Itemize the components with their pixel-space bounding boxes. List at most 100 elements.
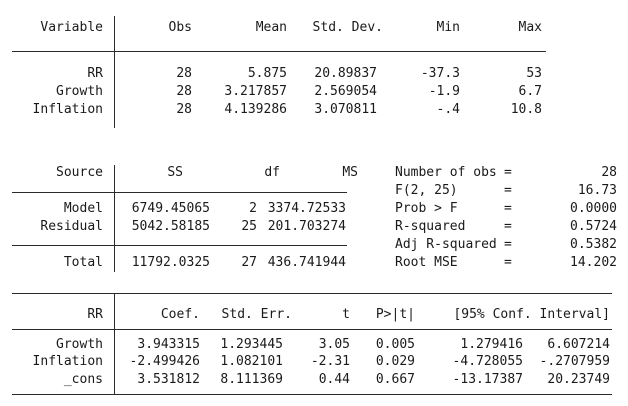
stat-label: Adj R-squared [395,237,497,252]
summary-row-max: 53 [526,66,542,81]
anova-row-ms: 201.703274 [267,219,346,234]
table-row: RR 28 5.875 20.89837 -37.3 53 [0,65,628,83]
summary-row-obs: 28 [176,102,192,117]
anova-row-ss: 5042.58185 [131,219,210,234]
stat-label: F(2, 25) [395,183,458,198]
summary-row-min: -1.9 [428,84,460,99]
regression-row-coef: -2.499426 [129,354,200,369]
summary-row-mean: 5.875 [247,66,287,81]
regression-row-ci-low: 1.279416 [460,337,523,352]
regression-vertical-rule [114,293,115,394]
summary-row-std-dev: 3.070811 [314,102,377,117]
regression-header-row: RR Coef. Std. Err. t P>|t| [95% Conf. In… [0,306,628,324]
anova-header-rule [12,192,347,193]
equals-sign: = [504,165,512,180]
stat-row: Adj R-squared = 0.5382 [0,236,628,254]
regression-row-variable: Growth [56,337,103,352]
summary-row-min: -37.3 [420,66,460,81]
anova-header-source: Source [56,165,103,180]
anova-total-source: Total [63,255,103,270]
stat-label: Prob > F [395,201,458,216]
stat-value: 16.73 [577,183,617,198]
table-row: Inflation 28 4.139286 3.070811 -.4 10.8 [0,101,628,119]
regression-header-p: P>|t| [375,307,415,322]
stat-value: 0.0000 [570,201,617,216]
regression-row-std-err: 1.082101 [220,354,283,369]
regression-row-std-err: 8.111369 [220,372,283,387]
regression-row-t: -2.31 [310,354,350,369]
regression-bottom-rule [12,394,612,395]
equals-sign: = [504,183,512,198]
regression-row-t: 3.05 [318,337,350,352]
equals-sign: = [504,219,512,234]
summary-row-variable: Growth [56,84,103,99]
stat-value: 0.5382 [570,237,617,252]
summary-row-max: 6.7 [518,84,542,99]
regression-row-coef: 3.531812 [137,372,200,387]
anova-row-df: 2 [249,201,257,216]
anova-row-source: Residual [40,219,103,234]
stat-value: 28 [601,165,617,180]
anova-header-df: df [264,165,280,180]
table-row: Growth 28 3.217857 2.569054 -1.9 6.7 [0,83,628,101]
regression-row-ci-low: -13.17387 [452,372,523,387]
summary-row-mean: 4.139286 [224,102,287,117]
regression-header-rule [12,329,612,330]
summary-header-max: Max [518,20,542,35]
anova-row-df: 25 [241,219,257,234]
summary-row-std-dev: 20.89837 [314,66,377,81]
table-row: _cons 3.531812 8.111369 0.44 0.667 -13.1… [0,371,628,389]
summary-row-obs: 28 [176,84,192,99]
table-row: Growth 3.943315 1.293445 3.05 0.005 1.27… [0,336,628,354]
stat-label: R-squared [395,219,466,234]
summary-row-min: -.4 [436,102,460,117]
regression-header-ci: [95% Conf. Interval] [453,307,610,322]
summary-table-header-rule [12,51,546,52]
regression-row-ci-high: 20.23749 [547,372,610,387]
anova-header-row: Source SS df MS Number of obs = 28 [0,164,628,182]
stat-label: Root MSE [395,255,458,270]
summary-row-variable: Inflation [32,102,103,117]
regression-row-std-err: 1.293445 [220,337,283,352]
anova-table-vertical-rule [114,165,115,272]
summary-row-max: 10.8 [510,102,542,117]
anova-row-ss: 6749.45065 [131,201,210,216]
summary-header-variable: Variable [40,20,103,35]
stat-row: F(2, 25) = 16.73 [0,182,628,200]
regression-row-ci-high: -.2707959 [539,354,610,369]
regression-header-coef: Coef. [160,307,200,322]
anova-total-ss: 11792.0325 [131,255,210,270]
table-row: Residual 5042.58185 25 201.703274 R-squa… [0,218,628,236]
anova-total-df: 27 [241,255,257,270]
equals-sign: = [504,201,512,216]
stat-value: 14.202 [570,255,617,270]
table-row: Model 6749.45065 2 3374.72533 Prob > F =… [0,200,628,218]
anova-total-row: Total 11792.0325 27 436.741944 Root MSE … [0,254,628,272]
summary-header-row: Variable Obs Mean Std. Dev. Min Max [0,19,628,37]
summary-header-mean: Mean [255,20,287,35]
regression-top-rule [12,293,612,294]
summary-row-std-dev: 2.569054 [314,84,377,99]
regression-header-std-err: Std. Err. [221,307,292,322]
regression-row-ci-low: -4.728055 [452,354,523,369]
regression-row-p: 0.667 [375,372,415,387]
regression-row-t: 0.44 [318,372,350,387]
stat-value: 0.5724 [570,219,617,234]
anova-total-ms: 436.741944 [267,255,346,270]
anova-header-ss: SS [167,165,183,180]
summary-row-variable: RR [87,66,103,81]
summary-header-obs: Obs [168,20,192,35]
equals-sign: = [504,237,512,252]
table-row: Inflation -2.499426 1.082101 -2.31 0.029… [0,353,628,371]
regression-header-depvar: RR [87,307,103,322]
regression-row-variable: _cons [63,372,103,387]
summary-row-mean: 3.217857 [224,84,287,99]
stat-label: Number of obs [395,165,497,180]
anova-row-source: Model [63,201,103,216]
anova-total-rule [12,245,347,246]
regression-row-variable: Inflation [32,354,103,369]
summary-table-vertical-rule [114,16,115,128]
regression-row-coef: 3.943315 [137,337,200,352]
regression-row-ci-high: 6.607214 [547,337,610,352]
